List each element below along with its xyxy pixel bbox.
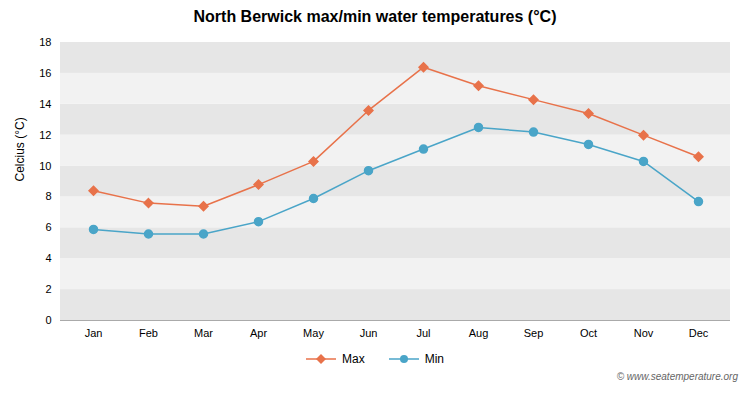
svg-text:8: 8 <box>45 190 51 202</box>
svg-text:4: 4 <box>45 252 51 264</box>
svg-text:14: 14 <box>39 98 51 110</box>
svg-text:Mar: Mar <box>194 327 213 339</box>
svg-text:Nov: Nov <box>634 327 654 339</box>
svg-text:Feb: Feb <box>139 327 158 339</box>
svg-text:16: 16 <box>39 67 51 79</box>
svg-text:0: 0 <box>45 314 51 326</box>
html-text:© www.seatemperature.org: © www.seatemperature.org <box>616 371 738 382</box>
svg-text:18: 18 <box>39 36 51 48</box>
svg-text:2: 2 <box>45 283 51 295</box>
html-text:North Berwick max/min water te: North Berwick max/min water temperatures… <box>193 8 557 25</box>
svg-text:10: 10 <box>39 160 51 172</box>
html-text:Max: Max <box>342 352 365 366</box>
svg-text:Apr: Apr <box>250 327 267 339</box>
svg-text:May: May <box>303 327 324 339</box>
svg-text:Jan: Jan <box>85 327 103 339</box>
svg-text:Sep: Sep <box>524 327 544 339</box>
svg-text:Jun: Jun <box>360 327 378 339</box>
svg-text:12: 12 <box>39 129 51 141</box>
svg-text:Celcius (°C): Celcius (°C) <box>13 117 27 181</box>
svg-text:Jul: Jul <box>416 327 430 339</box>
svg-text:Oct: Oct <box>580 327 597 339</box>
svg-text:Aug: Aug <box>469 327 489 339</box>
html-text:Min: Min <box>424 352 444 366</box>
svg-text:6: 6 <box>45 221 51 233</box>
svg-text:Dec: Dec <box>689 327 709 339</box>
